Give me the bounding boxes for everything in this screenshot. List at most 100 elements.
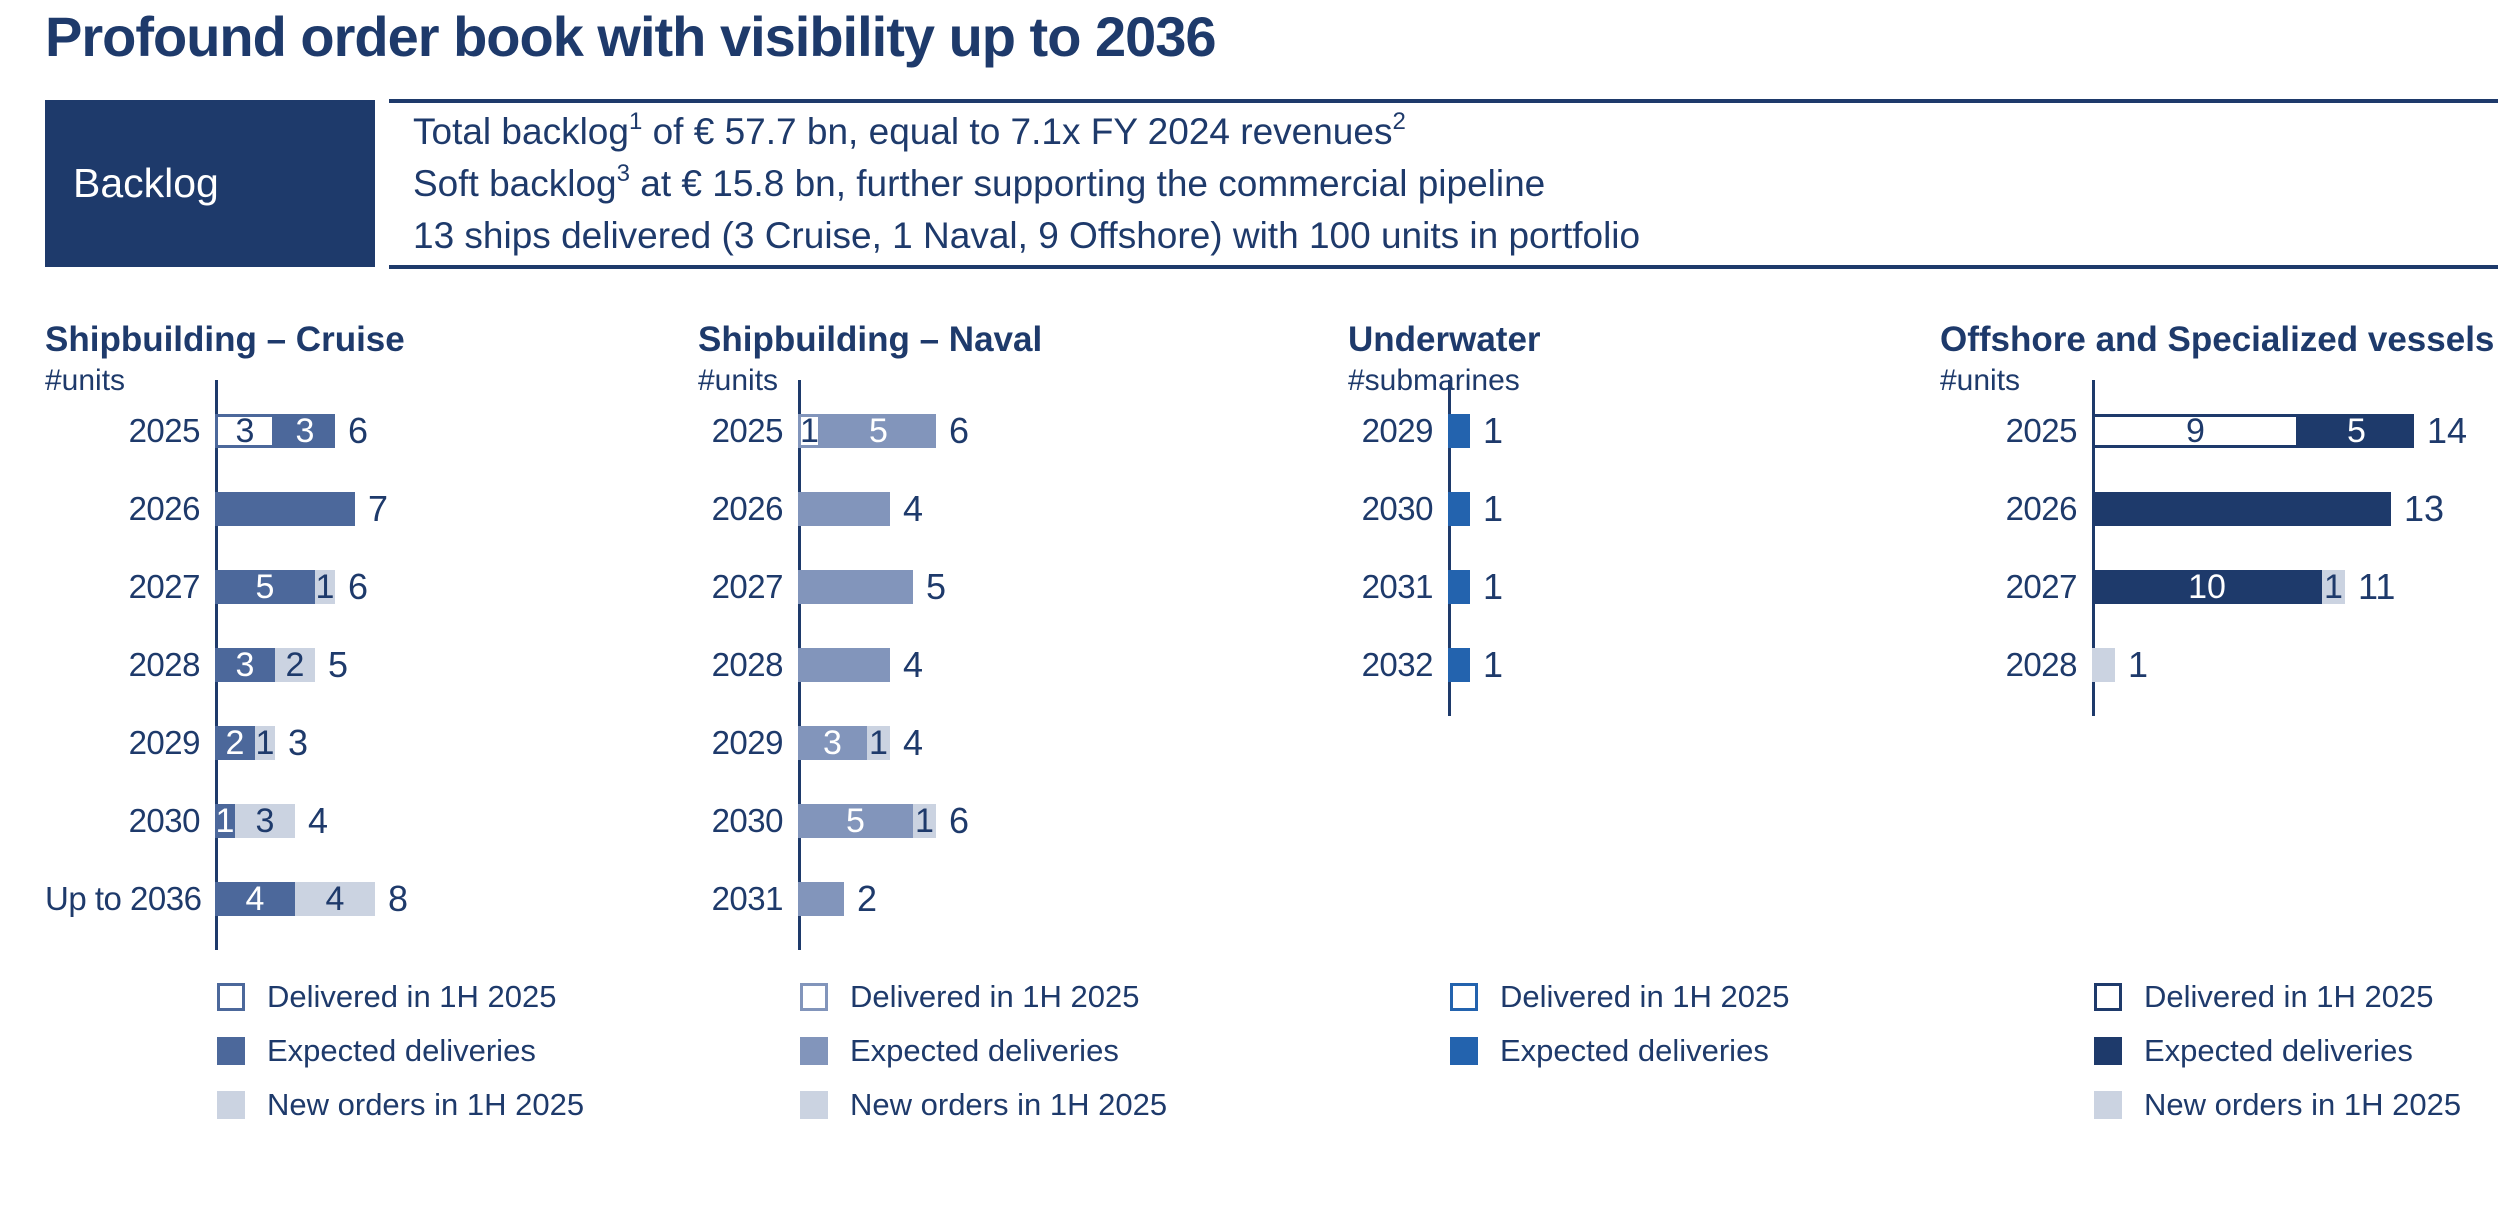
bar-rows: 2025 9 5 14 2026 13 2027 10 1 11 2028 1 — [1940, 392, 2505, 704]
bar-segment-value: 2 — [225, 724, 245, 762]
year-label: 2028 — [128, 646, 201, 683]
bar-segment-delivered: 1 — [798, 414, 821, 448]
bar-row: 2027 10 1 11 — [1940, 548, 2505, 626]
bar-row: 2028 3 2 5 — [45, 626, 690, 704]
year-label: 2028 — [711, 646, 784, 683]
bar-segment-expected — [1448, 648, 1470, 682]
bar-row: 2031 2 — [698, 860, 1298, 938]
legend-label: Delivered in 1H 2025 — [850, 979, 1140, 1014]
year-label: 2026 — [2005, 490, 2078, 527]
bar-segment-expected: 10 — [2092, 570, 2322, 604]
bar-total-label: 11 — [2358, 566, 2396, 607]
bar-segment-value: 5 — [846, 802, 865, 840]
chart-unit-label: #units — [698, 364, 779, 397]
legend-swatch-delivered — [1450, 983, 1478, 1011]
bar-segment-value: 1 — [915, 802, 934, 840]
footnote-marker: 1 — [628, 107, 643, 135]
bar-segment-new: 3 — [235, 804, 295, 838]
year-label: 2027 — [2005, 568, 2078, 605]
legend-item: Delivered in 1H 2025 — [217, 970, 584, 1024]
year-label: 2027 — [128, 568, 201, 605]
bar-row: 2025 9 5 14 — [1940, 392, 2505, 470]
bar-total-label: 1 — [1483, 566, 1504, 607]
year-label: 2032 — [1361, 646, 1434, 683]
bar-total-label: 4 — [903, 644, 924, 685]
summary-text: of € 57.7 bn, equal to 7.1x FY 2024 reve… — [642, 111, 1393, 152]
bar-rows: 2025 1 5 6 2026 4 2027 5 2028 4 2029 3 1 4 2030 5 1 6 2031… — [698, 392, 1298, 938]
legend-swatch-new — [800, 1091, 828, 1119]
chart-unit-label: #submarines — [1348, 364, 1520, 397]
bar-segment-expected — [1448, 570, 1470, 604]
year-label: 2030 — [711, 802, 784, 839]
bar-segment-expected — [1448, 492, 1470, 526]
bar-segment-expected — [798, 492, 890, 526]
bar-segment-expected — [798, 570, 913, 604]
bar-total-label: 1 — [1483, 410, 1504, 451]
bar-segment-value: 1 — [869, 724, 888, 762]
bar-segment-value: 3 — [255, 802, 275, 840]
bar-line: 1 — [1448, 566, 1908, 608]
bar-total-label: 1 — [2128, 644, 2149, 685]
bar-segment-expected: 4 — [215, 882, 295, 916]
bar-segment-expected: 3 — [798, 726, 867, 760]
legend-item: Delivered in 1H 2025 — [2094, 970, 2461, 1024]
legend-item: Expected deliveries — [2094, 1024, 2461, 1078]
legend-swatch-delivered — [2094, 983, 2122, 1011]
bar-total-label: 1 — [1483, 488, 1504, 529]
bar-segment-new — [2092, 648, 2115, 682]
footnote-marker: 3 — [616, 159, 630, 187]
bar-segment-new: 1 — [255, 726, 275, 760]
year-label: Up to 2036 — [45, 880, 202, 917]
bar-segment-value: 1 — [215, 802, 235, 840]
bar-total-label: 3 — [288, 722, 309, 763]
bar-segment-expected: 3 — [275, 414, 335, 448]
bar-row: 2029 3 1 4 — [698, 704, 1298, 782]
legend-item: New orders in 1H 2025 — [217, 1078, 584, 1132]
bar-total-label: 4 — [903, 722, 924, 763]
year-label: 2031 — [711, 880, 784, 917]
bar-segment-expected — [1448, 414, 1470, 448]
summary-text: 13 ships delivered (3 Cruise, 1 Naval, 9… — [413, 215, 1641, 256]
bar-total-label: 5 — [926, 566, 947, 607]
bar-segment-new: 4 — [295, 882, 375, 916]
chart-title: Shipbuilding – Cruise — [45, 320, 405, 359]
bar-segment-value: 1 — [255, 724, 275, 762]
chart-unit-label: #units — [1940, 364, 2021, 397]
bar-total-label: 7 — [368, 488, 389, 529]
chart-shipbuilding-cruise: Shipbuilding – Cruise #units 2025 3 3 6 2026 7 2… — [45, 320, 690, 1180]
bar-segment-value: 3 — [295, 412, 315, 450]
year-label: 2028 — [2005, 646, 2078, 683]
legend-swatch-delivered — [217, 983, 245, 1011]
year-label: 2025 — [128, 412, 201, 449]
legend-swatch-expected — [2094, 1037, 2122, 1065]
backlog-box-label: Backlog — [73, 160, 219, 206]
bar-row: 2031 1 — [1348, 548, 1908, 626]
backlog-summary-line-2: Soft backlog3 at € 15.8 bn, further supp… — [413, 158, 2498, 210]
bar-line: 10 1 11 — [2092, 566, 2505, 608]
legend: Delivered in 1H 2025 Expected deliveries — [1450, 970, 1790, 1078]
legend-label: Expected deliveries — [267, 1033, 536, 1068]
bar-row: 2028 4 — [698, 626, 1298, 704]
bar-segment-expected — [2092, 492, 2391, 526]
bar-segment-expected — [798, 882, 844, 916]
bar-row: 2030 5 1 6 — [698, 782, 1298, 860]
legend-label: Delivered in 1H 2025 — [267, 979, 557, 1014]
year-label: 2030 — [1361, 490, 1434, 527]
bar-segment-expected: 1 — [215, 804, 235, 838]
summary-text: Total backlog — [413, 111, 629, 152]
bar-line: 7 — [215, 488, 690, 530]
legend-item: Expected deliveries — [217, 1024, 584, 1078]
bar-line: 5 — [798, 566, 1298, 608]
bar-segment-value: 4 — [245, 880, 265, 918]
year-label: 2031 — [1361, 568, 1434, 605]
bar-line: 1 — [1448, 488, 1908, 530]
summary-text: Soft backlog — [413, 163, 617, 204]
bar-total-label: 6 — [949, 410, 970, 451]
bar-total-label: 5 — [328, 644, 349, 685]
bar-segment-value: 9 — [2186, 412, 2205, 450]
chart-underwater: Underwater #submarines 2029 1 2030 1 2031 1 2032… — [1348, 320, 1908, 1180]
legend-label: Delivered in 1H 2025 — [1500, 979, 1790, 1014]
bar-segment-value: 3 — [235, 646, 255, 684]
